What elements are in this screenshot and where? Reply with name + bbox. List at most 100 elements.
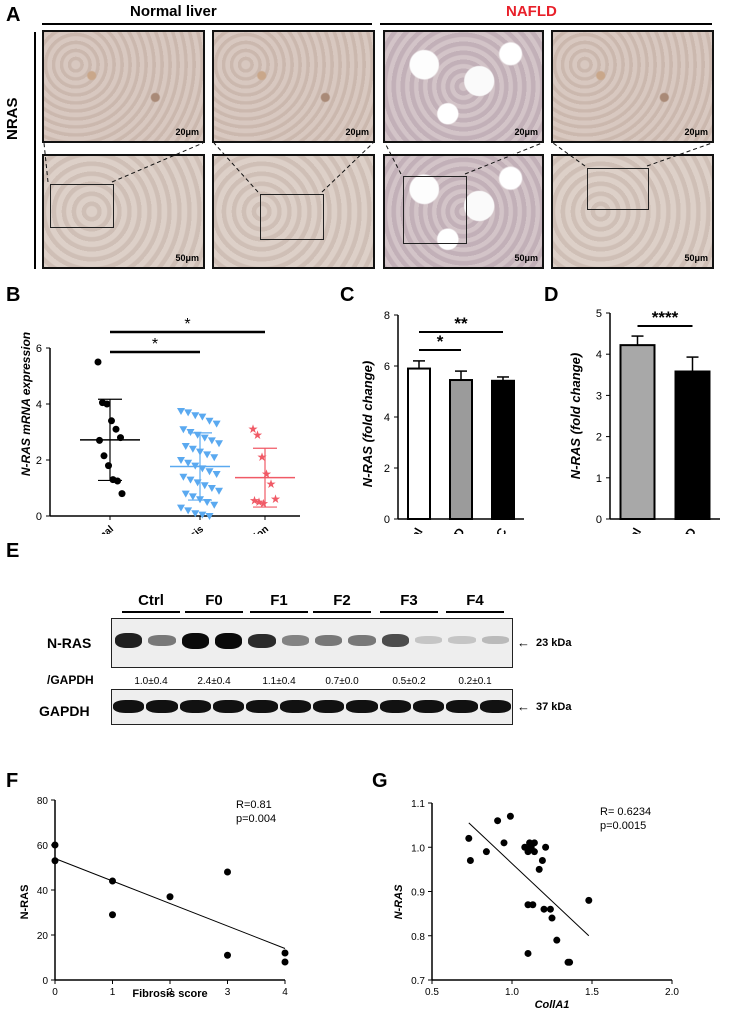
data-point xyxy=(210,454,219,462)
chart-b-ylabel: N-RAS mRNA expression xyxy=(19,332,33,476)
data-point xyxy=(205,513,214,520)
gapdh-band xyxy=(146,700,178,713)
data-point: ★ xyxy=(252,428,263,442)
lane-label: F4 xyxy=(446,592,504,613)
lane-label: F3 xyxy=(380,592,438,613)
y-tick-label: 0.7 xyxy=(411,976,425,987)
x-tick-label: eCLD xyxy=(440,525,468,534)
data-point xyxy=(542,843,550,851)
significance-label: * xyxy=(152,336,158,353)
significance-label: **** xyxy=(652,308,679,327)
nras-band xyxy=(215,633,243,649)
gapdh-band xyxy=(479,700,511,713)
data-point xyxy=(215,440,223,448)
data-point xyxy=(108,417,115,425)
data-point xyxy=(198,511,207,519)
data-point xyxy=(200,434,209,442)
nafld-header: NAFLD xyxy=(506,3,557,20)
data-point xyxy=(494,817,502,825)
bar xyxy=(407,367,431,520)
data-point xyxy=(524,901,532,909)
data-point: ★ xyxy=(248,422,259,436)
data-point xyxy=(205,417,214,425)
data-point xyxy=(540,905,548,913)
ratio-value: 1.1±0.4 xyxy=(262,676,296,687)
blot-row2-label: GAPDH xyxy=(39,703,90,719)
data-point: ★ xyxy=(254,495,265,509)
chart-f-ylabel: N-RAS xyxy=(19,885,31,920)
data-point xyxy=(207,485,216,492)
zoom-region xyxy=(403,176,467,244)
y-tick-label: 20 xyxy=(37,931,49,942)
significance-label: * xyxy=(437,332,444,351)
micrograph-nafld-1: 50μm xyxy=(383,154,544,269)
scale-label: 20μm xyxy=(345,127,369,137)
x-tick-label: 0.5 xyxy=(425,987,439,998)
zoom-region xyxy=(260,194,324,240)
data-point: ★ xyxy=(249,494,260,508)
gapdh-band xyxy=(179,700,211,713)
micrograph-nafld-2: 50μm xyxy=(551,154,714,269)
chart-b: N-RAS mRNA expression 0 2 4 6 Normal Steatosi… xyxy=(19,316,300,534)
data-point xyxy=(198,413,207,421)
y-tick-label: 3 xyxy=(596,390,602,402)
scale-label: 20μm xyxy=(684,127,708,137)
scale-label: 20μm xyxy=(175,127,199,137)
chart-g: N-RAS CollA1 R= 0.6234 p=0.0015 0.7 0.8 0.… xyxy=(393,799,679,1011)
chart-g-ylabel: N-RAS xyxy=(393,884,405,919)
ratio-value: 1.0±0.4 xyxy=(134,676,168,687)
x-tick-label: 1.5 xyxy=(585,987,599,998)
data-point xyxy=(212,471,221,478)
data-point xyxy=(191,510,200,518)
scale-label: 50μm xyxy=(514,253,538,263)
data-point xyxy=(205,468,214,476)
gapdh-band xyxy=(446,700,478,713)
chart-c: N-RAS (fold change) 02468NormaleCLDCC **… xyxy=(360,310,524,535)
data-point xyxy=(548,914,556,922)
data-point xyxy=(566,958,574,966)
x-tick-label: Inflammation xyxy=(216,524,271,534)
chart-f-annot-p: p=0.004 xyxy=(236,813,276,825)
chart-f: N-RAS Fibrosis score R=0.81 p=0.004 0204… xyxy=(19,796,289,1000)
x-tick-label: 2 xyxy=(167,987,173,998)
data-point xyxy=(51,841,59,849)
panel-letter-c: C xyxy=(340,284,355,306)
data-point xyxy=(546,905,554,913)
y-tick-label: 0 xyxy=(42,976,48,987)
panel-letter-g: G xyxy=(372,770,388,792)
data-point xyxy=(109,911,116,919)
data-point xyxy=(105,462,112,470)
lane-label: F2 xyxy=(313,592,371,613)
lane-label: F1 xyxy=(250,592,308,613)
nafld-header-rule xyxy=(380,23,712,25)
y-tick-label: 6 xyxy=(384,361,390,373)
nras-band xyxy=(281,635,309,646)
x-tick-label: 2.0 xyxy=(665,987,679,998)
data-point xyxy=(112,425,120,433)
data-point xyxy=(506,812,514,820)
data-point xyxy=(215,487,223,495)
y-tick-label: 4 xyxy=(36,399,42,411)
data-point xyxy=(538,857,546,865)
gapdh-band xyxy=(213,700,245,713)
data-point xyxy=(210,501,219,509)
y-tick-label: 1 xyxy=(596,473,602,485)
blot-ratio-label: /GAPDH xyxy=(47,673,94,687)
x-tick-label: Normal xyxy=(611,526,644,535)
data-point xyxy=(203,451,212,459)
micrograph-normal-2 xyxy=(212,154,375,269)
data-point xyxy=(203,499,212,506)
y-tick-label: 1.1 xyxy=(411,799,425,810)
data-point xyxy=(281,949,289,957)
zoom-region xyxy=(50,184,114,228)
regression-line xyxy=(468,822,590,937)
nras-band xyxy=(115,633,143,649)
blot-nras xyxy=(111,618,513,668)
y-tick-label: 4 xyxy=(596,349,602,361)
y-tick-label: 60 xyxy=(37,841,49,852)
x-tick-label: Normal xyxy=(393,526,426,535)
data-point xyxy=(224,951,231,959)
data-point xyxy=(103,400,111,408)
micrograph-nafld-1-zoom: 20μm xyxy=(383,30,544,143)
lane-label: Ctrl xyxy=(122,592,180,613)
